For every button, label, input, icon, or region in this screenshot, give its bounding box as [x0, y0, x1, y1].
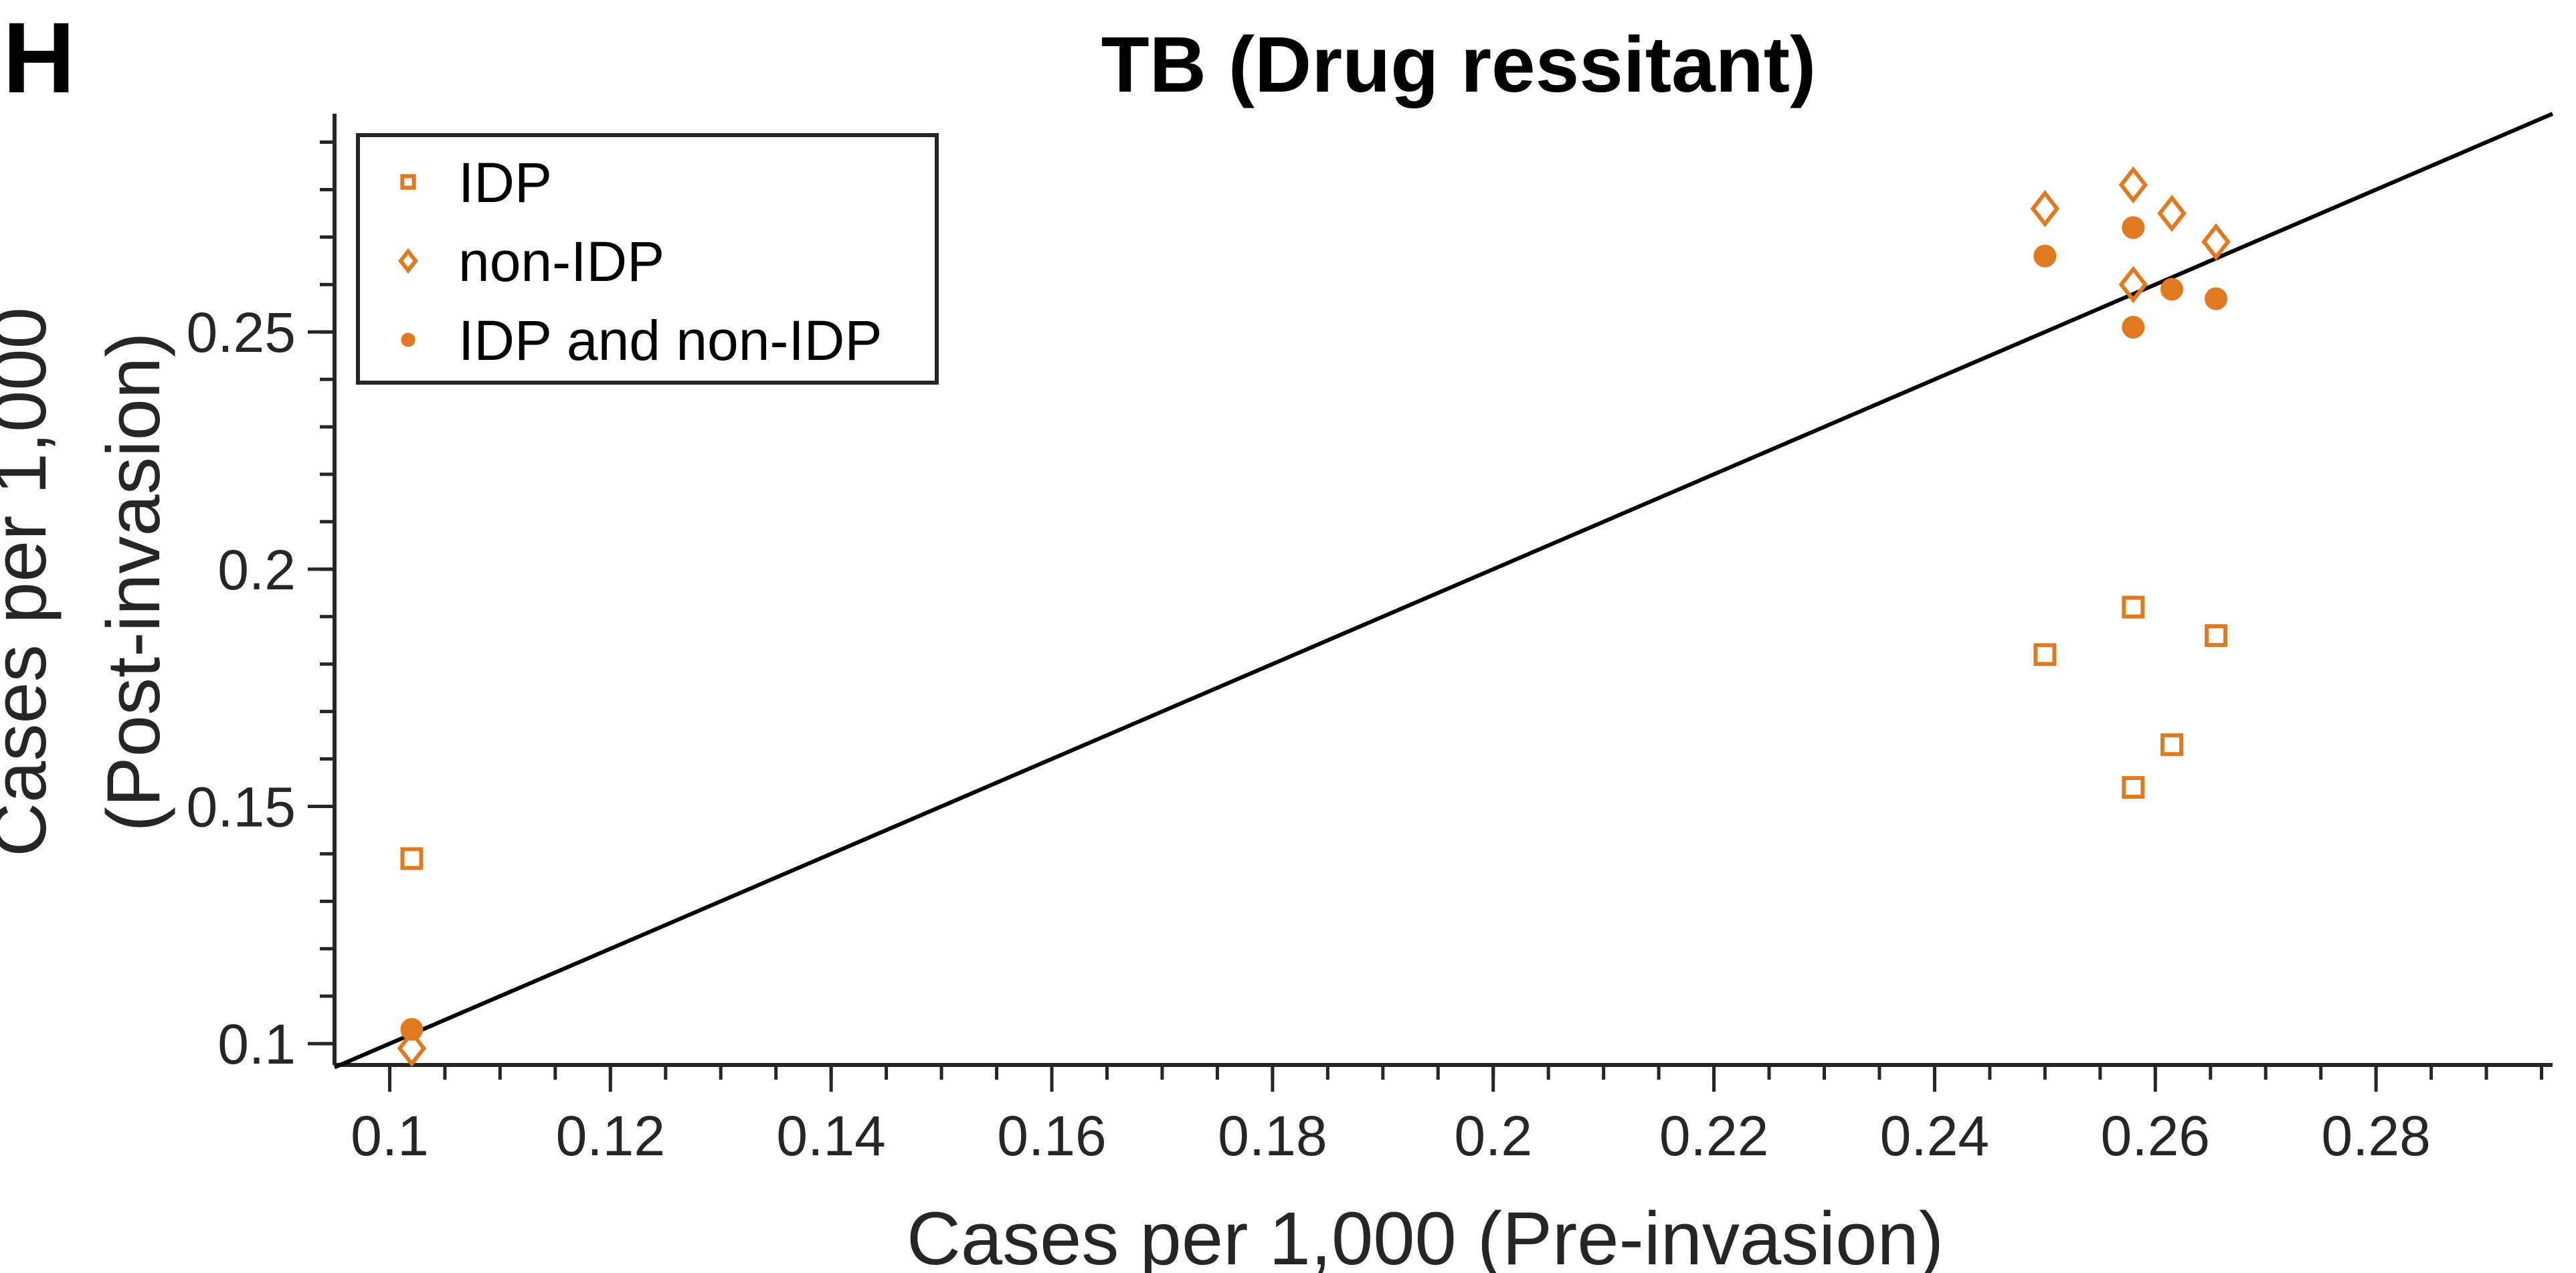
x-tick-label: 0.12	[556, 1104, 666, 1167]
data-point	[400, 1017, 424, 1041]
data-point	[2204, 287, 2227, 310]
legend-marker	[401, 332, 416, 347]
data-point	[2118, 166, 2148, 204]
data-point	[2122, 316, 2145, 339]
data-point	[2160, 733, 2184, 757]
x-tick-label: 0.18	[1218, 1104, 1327, 1167]
legend-box	[356, 133, 939, 385]
identity-reference-line	[333, 112, 2554, 1070]
plot-area: 0.1 0.12 0.14 0.16 0.18 0.2 0.22 0.24 0.26 0.28 0…	[187, 112, 2554, 1167]
y-tick-label: 0.2	[217, 538, 296, 601]
y-axis-ticks: 0.1 0.15 0.2 0.25	[187, 301, 335, 1076]
x-tick-label: 0.22	[1659, 1104, 1769, 1167]
data-point	[2157, 195, 2187, 232]
x-tick-label: 0.26	[2101, 1104, 2211, 1167]
panel-letter: H	[3, 1, 75, 114]
data-point	[2118, 266, 2148, 304]
x-tick-label: 0.14	[776, 1104, 886, 1167]
y-axis-title-line-2: (Post-invasion)	[92, 332, 175, 832]
legend-label: IDP and non-IDP	[458, 309, 883, 372]
y-tick-label: 0.1	[217, 1013, 296, 1076]
data-point	[400, 847, 424, 870]
y-axis-title-line-1: Cases per 1,000	[0, 307, 62, 857]
data-point	[2201, 223, 2231, 261]
legend-label: non-IDP	[458, 230, 664, 293]
legend: IDP non-IDP IDP and non-IDP	[356, 133, 939, 385]
data-point	[2033, 244, 2057, 268]
x-tick-label: 0.1	[351, 1104, 429, 1167]
x-minor-ticks	[387, 1065, 2544, 1080]
data-point	[2030, 189, 2060, 227]
x-axis-title: Cases per 1,000 (Pre-invasion)	[907, 1197, 1944, 1273]
data-point	[2122, 776, 2145, 799]
y-minor-ticks	[320, 140, 335, 1046]
data-point	[2204, 624, 2227, 648]
data-point	[2122, 595, 2145, 619]
y-tick-label: 0.25	[187, 301, 296, 364]
x-tick-label: 0.16	[997, 1104, 1107, 1167]
data-point	[2033, 643, 2057, 666]
y-tick-label: 0.15	[187, 775, 296, 838]
legend-marker	[398, 248, 418, 274]
x-tick-label: 0.2	[1454, 1104, 1532, 1167]
x-tick-label: 0.28	[2321, 1104, 2431, 1167]
data-points	[397, 166, 2231, 1068]
data-point	[397, 1030, 427, 1068]
legend-marker	[400, 174, 416, 190]
legend-label: IDP	[458, 151, 552, 214]
data-point	[2122, 216, 2145, 239]
chart-title: TB (Drug ressitant)	[1101, 21, 1817, 109]
data-point	[2160, 278, 2184, 301]
x-tick-label: 0.24	[1880, 1104, 1990, 1167]
x-axis-ticks: 0.1 0.12 0.14 0.16 0.18 0.2 0.22 0.24 0.26 0.28	[351, 1065, 2431, 1167]
